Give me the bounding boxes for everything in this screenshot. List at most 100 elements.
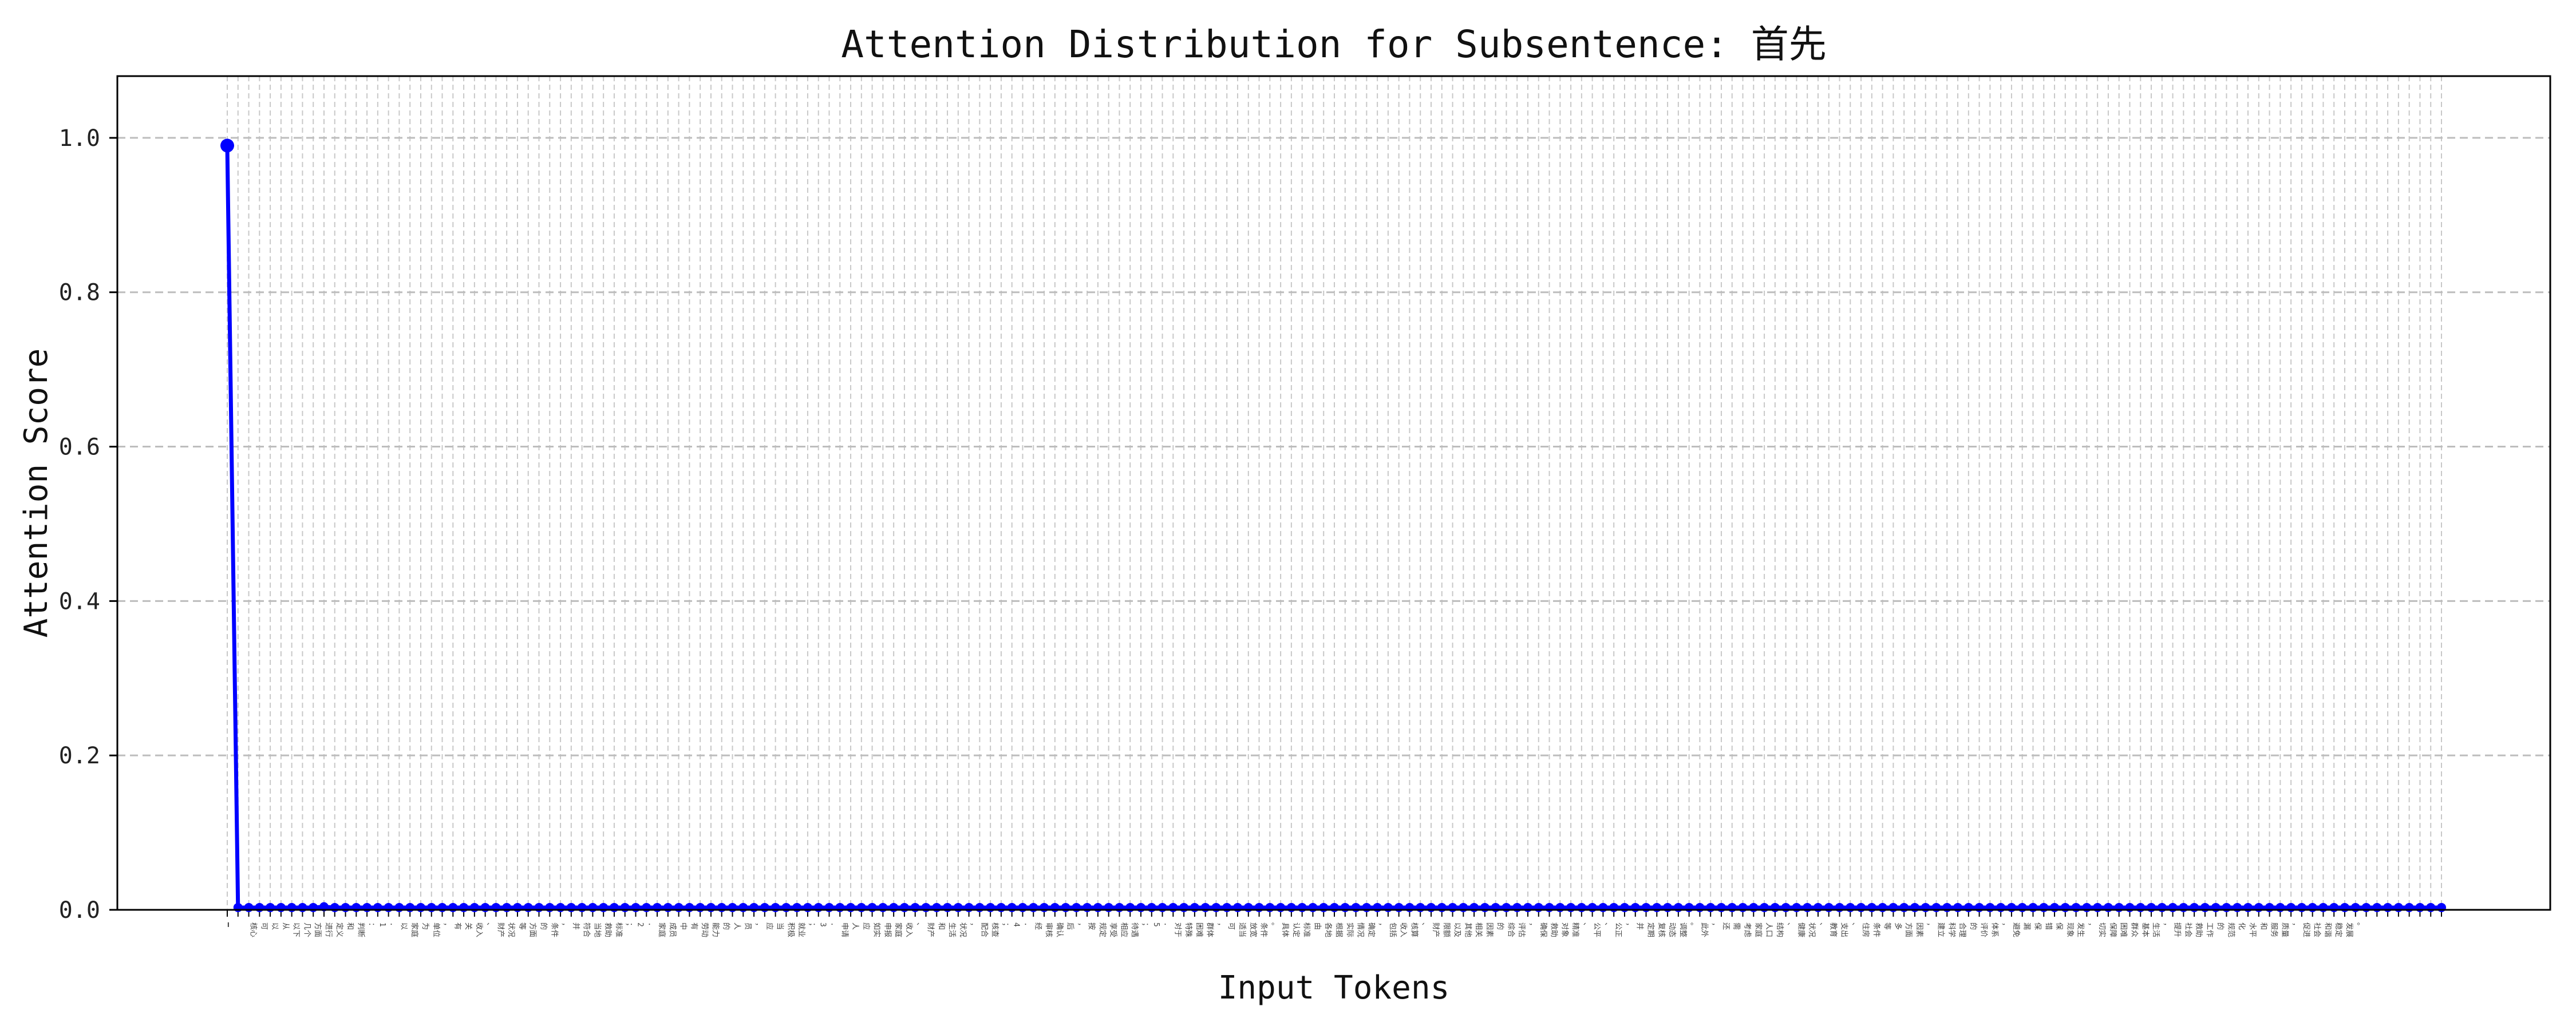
data-point: [792, 902, 802, 912]
data-point: [953, 902, 963, 912]
y-tick-label: 0.8: [59, 280, 100, 306]
data-point: [1587, 902, 1597, 912]
data-point: [856, 902, 866, 912]
x-tick-label: 相应: [1119, 922, 1128, 937]
x-tick-label: 确认: [1055, 922, 1064, 937]
x-tick-label: 标准: [1302, 922, 1311, 937]
x-tick-label: 就业: [797, 922, 805, 937]
data-point: [1265, 902, 1275, 912]
data-point: [469, 902, 479, 912]
data-point: [813, 902, 823, 912]
x-tick-label: ，: [1710, 922, 1719, 930]
data-point: [2200, 902, 2210, 912]
x-tick-label: ；: [1001, 922, 1010, 930]
x-tick-label: 人: [733, 922, 741, 930]
data-point: [373, 902, 382, 912]
data-point: [781, 902, 791, 912]
x-tick-label: 适当: [1238, 922, 1246, 937]
data-point: [696, 902, 705, 912]
data-point: [1211, 902, 1221, 912]
data-point: [2136, 902, 2146, 912]
x-tick-label: 以下: [292, 922, 301, 937]
data-point: [1534, 902, 1543, 912]
x-tick-label: 申报: [883, 922, 891, 937]
x-tick-label: 规范: [2226, 922, 2235, 937]
x-tick-label: 。: [1689, 922, 1698, 930]
x-tick-label: 待遇: [1130, 922, 1139, 937]
x-tick-label: ，: [560, 922, 569, 930]
x-tick-label: 发展: [2345, 922, 2354, 937]
x-tick-label: 单位: [432, 922, 440, 937]
x-tick-label: 规定: [1098, 922, 1107, 937]
data-point: [1115, 902, 1124, 912]
x-tick-label: 核查: [990, 922, 999, 937]
data-point: [1953, 902, 1963, 912]
data-point: [996, 902, 1006, 912]
data-point: [566, 902, 576, 912]
data-point: [1996, 902, 2006, 912]
chart-title: Attention Distribution for Subsentence: …: [841, 22, 1826, 66]
data-point: [1770, 902, 1780, 912]
x-tick-label: 公正: [1614, 922, 1622, 937]
data-point: [1985, 902, 1995, 912]
data-point: [2318, 902, 2328, 912]
x-tick-label: 相关: [1474, 922, 1483, 937]
x-tick-label: 精准: [1571, 922, 1579, 937]
data-point: [1760, 902, 1769, 912]
x-tick-label: 并: [571, 922, 580, 930]
data-point: [2071, 902, 2081, 912]
x-tick-label: 社会: [2183, 922, 2192, 937]
data-point: [2437, 902, 2446, 912]
data-point: [556, 902, 566, 912]
data-point: [1437, 902, 1447, 912]
data-point: [749, 902, 759, 912]
x-tick-label: 经: [1033, 922, 1042, 930]
data-point: [1459, 902, 1468, 912]
data-point: [1727, 902, 1737, 912]
data-point: [266, 902, 275, 912]
x-tick-label: 员: [743, 922, 752, 930]
x-tick-label: 3: [819, 922, 827, 927]
x-tick-label: ；: [625, 922, 634, 930]
data-point: [362, 902, 372, 912]
x-tick-label: 财产: [496, 922, 504, 937]
x-tick-label: 收入: [475, 922, 483, 937]
data-point: [1383, 902, 1393, 912]
data-point: [2168, 902, 2178, 912]
x-tick-label: 和谐: [2323, 922, 2332, 937]
x-tick-label: ，: [1377, 922, 1386, 930]
data-point: [2243, 902, 2253, 912]
data-point: [1480, 902, 1490, 912]
data-point: [405, 902, 415, 912]
data-point: [760, 902, 769, 912]
data-point: [1179, 902, 1189, 912]
data-point: [1040, 902, 1049, 912]
x-tick-label: 救助: [2194, 922, 2203, 937]
data-point: [824, 902, 834, 912]
x-tick-label: 、: [915, 922, 924, 930]
data-point: [1835, 902, 1844, 912]
x-tick-label: 发生: [2076, 922, 2085, 937]
data-point: [631, 902, 641, 912]
x-tick-label: 建立: [1936, 922, 1945, 937]
x-tick-label: ，: [2001, 922, 2009, 930]
data-point: [921, 902, 931, 912]
data-point: [448, 902, 458, 912]
x-tick-label: 具体: [1281, 922, 1289, 937]
data-point: [1286, 902, 1296, 912]
x-tick-label: 家庭: [657, 922, 666, 937]
x-tick-label: 多: [1893, 922, 1902, 930]
data-point: [1824, 902, 1834, 912]
x-tick-label: 综合: [1506, 922, 1515, 937]
data-point: [846, 902, 856, 912]
x-tick-label: 包括: [1388, 922, 1397, 937]
x-tick-label: 救助: [603, 922, 613, 937]
y-tick-label: 0.0: [59, 897, 100, 924]
x-tick-label: 、: [1420, 922, 1429, 930]
x-tick-label: 积极: [786, 922, 795, 937]
x-tick-label: 对于: [1173, 922, 1182, 937]
data-point: [1469, 902, 1479, 912]
data-point: [1598, 902, 1608, 912]
x-tick-label: 关: [464, 922, 472, 930]
data-point: [2060, 902, 2070, 912]
